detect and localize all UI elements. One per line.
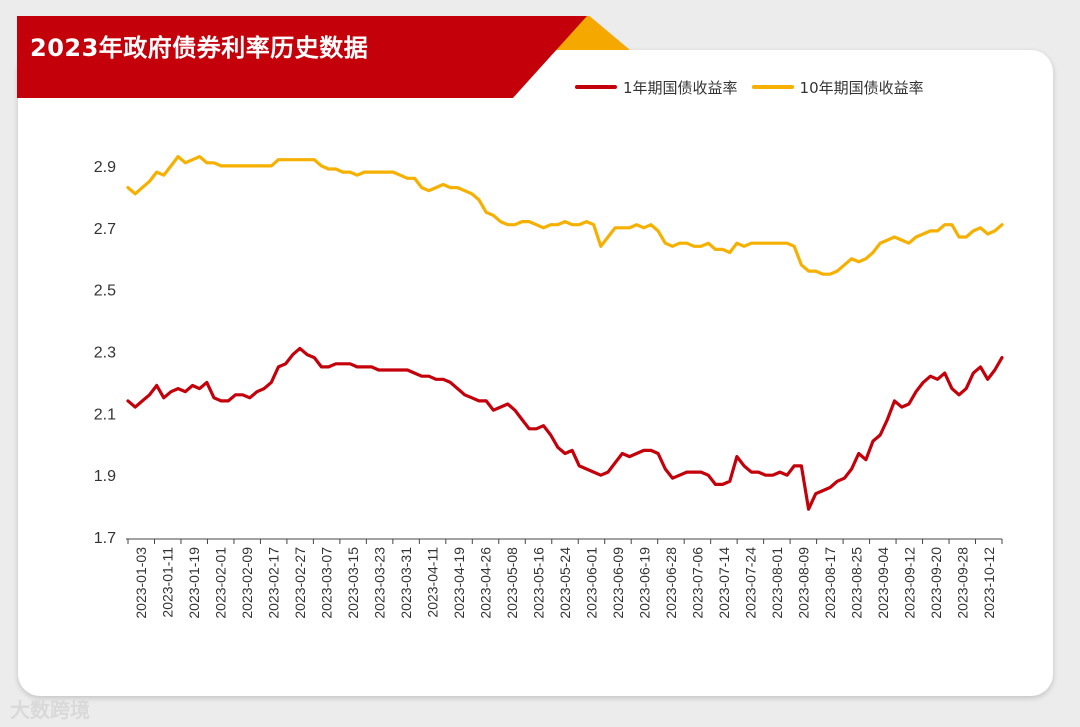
- y-tick-label: 1.9: [94, 468, 116, 485]
- x-tick-label: 2023-04-11: [425, 547, 441, 618]
- y-tick-label: 1.7: [94, 530, 116, 547]
- legend: 1年期国债收益率 10年期国债收益率: [575, 76, 938, 98]
- x-tick-label: 2023-06-09: [610, 547, 626, 619]
- x-tick-label: 2023-06-01: [583, 547, 599, 619]
- x-tick-label: 2023-05-24: [557, 547, 573, 619]
- x-tick-label: 2023-06-19: [636, 547, 652, 619]
- legend-item-1y: 1年期国债收益率: [575, 77, 738, 98]
- x-tick-label: 2023-08-01: [769, 547, 785, 619]
- x-tick-label: 2023-09-12: [901, 547, 917, 619]
- series-line-1y: [126, 346, 1004, 511]
- x-tick-label: 2023-10-12: [981, 547, 997, 619]
- x-tick-label: 2023-01-11: [160, 547, 176, 618]
- y-tick-label: 2.1: [94, 406, 116, 423]
- y-tick-label: 2.3: [94, 344, 116, 361]
- x-tick-label: 2023-02-01: [213, 547, 229, 619]
- x-tick-label: 2023-07-06: [689, 547, 705, 619]
- x-tick-label: 2023-04-26: [478, 547, 494, 619]
- y-tick-label: 2.7: [94, 221, 116, 238]
- x-tick-label: 2023-06-28: [663, 547, 679, 619]
- x-tick-label: 2023-07-14: [716, 547, 732, 619]
- x-tick-label: 2023-02-09: [239, 547, 255, 619]
- x-tick-label: 2023-01-03: [133, 547, 149, 619]
- chart-card: [18, 50, 1053, 696]
- x-tick-label: 2023-08-09: [795, 547, 811, 619]
- x-tick-label: 2023-03-07: [319, 547, 335, 619]
- x-tick-label: 2023-04-19: [451, 547, 467, 619]
- x-tick-label: 2023-03-31: [398, 547, 414, 619]
- page-title: 2023年政府债券利率历史数据: [30, 34, 369, 62]
- x-tick-label: 2023-05-16: [531, 547, 547, 619]
- x-tick-label: 2023-09-04: [875, 547, 891, 619]
- x-tick-label: 2023-03-23: [372, 547, 388, 619]
- x-tick-label: 2023-07-24: [742, 547, 758, 619]
- x-tick-label: 2023-01-19: [186, 547, 202, 619]
- legend-item-10y: 10年期国债收益率: [751, 77, 924, 98]
- watermark-logo: 大数跨境: [10, 698, 90, 722]
- legend-label-1y: 1年期国债收益率: [623, 78, 738, 97]
- x-tick-label: 2023-02-27: [292, 547, 308, 619]
- x-tick-label: 2023-09-28: [954, 547, 970, 619]
- x-tick-label: 2023-02-17: [266, 547, 282, 619]
- x-tick-label: 2023-08-25: [848, 547, 864, 619]
- legend-label-10y: 10年期国债收益率: [799, 78, 924, 97]
- x-tick-label: 2023-03-15: [345, 547, 361, 619]
- y-tick-label: 2.9: [94, 159, 116, 176]
- x-tick-label: 2023-09-20: [928, 547, 944, 619]
- x-tick-label: 2023-05-08: [504, 547, 520, 619]
- x-tick-label: 2023-08-17: [822, 547, 838, 619]
- title-banner: [17, 16, 587, 98]
- legend-swatch-1y: [575, 85, 617, 89]
- legend-swatch-10y: [751, 85, 794, 89]
- y-tick-label: 2.5: [94, 283, 116, 300]
- series-line-10y: [126, 155, 1004, 276]
